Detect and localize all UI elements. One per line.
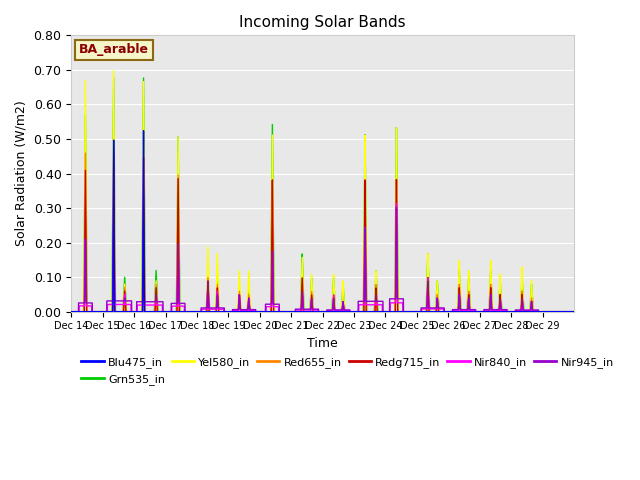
Text: BA_arable: BA_arable xyxy=(79,43,149,56)
Y-axis label: Solar Radiation (W/m2): Solar Radiation (W/m2) xyxy=(15,101,28,246)
Title: Incoming Solar Bands: Incoming Solar Bands xyxy=(239,15,406,30)
X-axis label: Time: Time xyxy=(307,337,338,350)
Legend: Blu475_in, Grn535_in, Yel580_in, Red655_in, Redg715_in, Nir840_in, Nir945_in: Blu475_in, Grn535_in, Yel580_in, Red655_… xyxy=(77,353,618,389)
